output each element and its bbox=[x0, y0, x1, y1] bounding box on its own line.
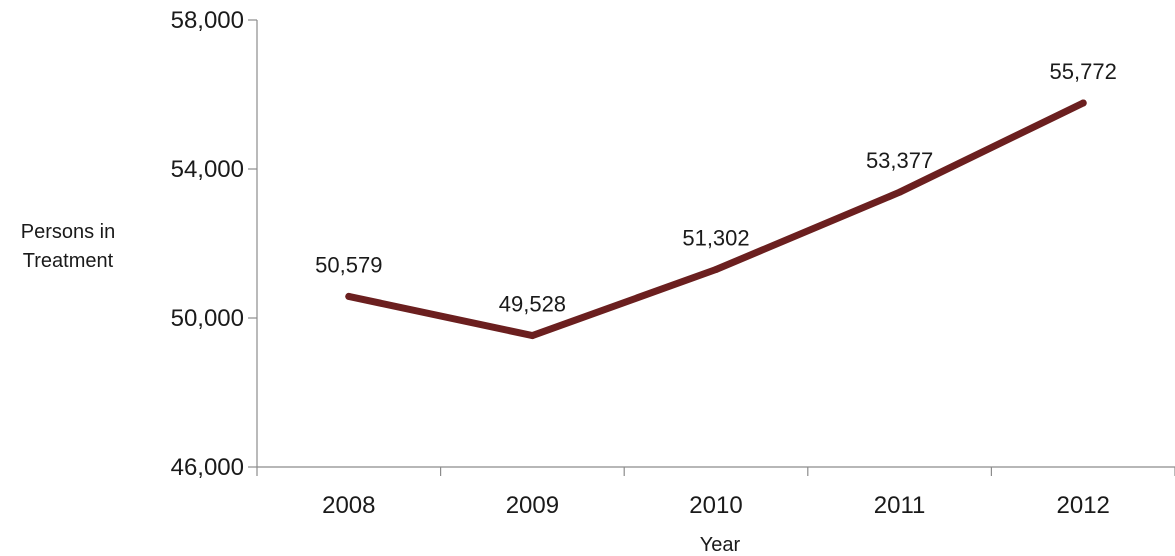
series-line bbox=[345, 99, 1087, 340]
data-point bbox=[1079, 99, 1087, 107]
y-tick-label: 46,000 bbox=[171, 454, 244, 481]
series-group bbox=[345, 99, 1087, 340]
data-label: 50,579 bbox=[315, 252, 382, 277]
data-label: 49,528 bbox=[499, 292, 566, 317]
x-tick-label: 2009 bbox=[506, 492, 559, 519]
data-point bbox=[528, 332, 536, 340]
y-axis-ticks: 46,000 50,000 54,000 58,000 bbox=[171, 7, 257, 481]
y-axis-title-line: Treatment bbox=[23, 250, 114, 272]
data-label: 53,377 bbox=[866, 148, 933, 173]
y-axis-title-line: Persons in bbox=[21, 221, 116, 243]
y-axis-title: Persons in Treatment bbox=[21, 221, 116, 272]
x-axis-ticks: 2008 2009 2010 2011 2012 bbox=[256, 467, 1175, 519]
axes bbox=[256, 20, 1175, 468]
y-tick-label: 58,000 bbox=[171, 7, 244, 34]
data-label: 55,772 bbox=[1050, 59, 1117, 84]
y-tick-label: 50,000 bbox=[171, 305, 244, 332]
x-tick-label: 2011 bbox=[874, 492, 926, 519]
x-axis-title: Year bbox=[700, 534, 741, 556]
data-point bbox=[345, 292, 353, 300]
data-label: 51,302 bbox=[682, 226, 749, 251]
data-labels: 50,579 49,528 51,302 53,377 55,772 bbox=[315, 59, 1117, 317]
data-point bbox=[896, 188, 904, 196]
x-tick-label: 2010 bbox=[689, 492, 742, 519]
x-tick-label: 2008 bbox=[322, 492, 375, 519]
y-tick-label: 54,000 bbox=[171, 156, 244, 183]
data-point bbox=[712, 266, 720, 274]
x-tick-label: 2012 bbox=[1057, 492, 1110, 519]
